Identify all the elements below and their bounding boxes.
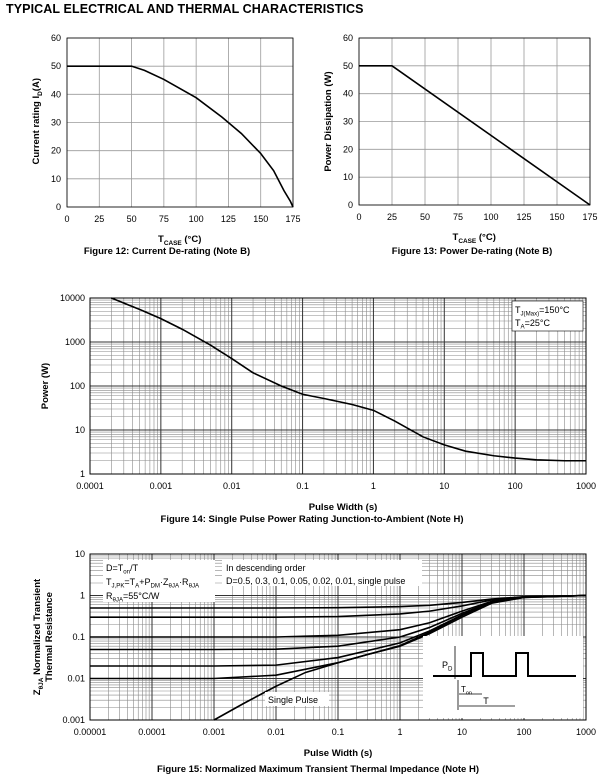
y-tick-label: 100	[70, 381, 85, 391]
y-tick-label: 40	[343, 89, 353, 99]
x-axis-label: TCASE​ (°C)	[158, 234, 201, 247]
y-tick-label: 60	[343, 33, 353, 43]
inset-ton-label: Ton​	[461, 685, 472, 696]
x-tick-label: 0.001	[150, 481, 173, 491]
x-tick-label: 175	[285, 214, 300, 224]
y-tick-label: 30	[51, 118, 61, 128]
equation-tjpk: TJ,PK​=TA​+PDM​·ZθJA​·RθJA​	[106, 577, 200, 590]
inset-pd-label: PD​	[442, 660, 453, 673]
y-axis-label: Power Dissipation (W)	[323, 71, 334, 171]
chart-power-derating: 0 25 50 75 100 125 150 175 0 10 20 30 40 50 60 TCASE​ (…	[323, 33, 598, 245]
y-axis-label: Power (W)	[40, 363, 51, 409]
series-line	[359, 65, 591, 206]
x-tick-label: 0.001	[203, 727, 226, 737]
x-tick-label: 50	[420, 212, 430, 222]
x-tick-label: 125	[221, 214, 236, 224]
figure-12-caption: Figure 12: Current De-rating (Note B)	[83, 246, 251, 257]
x-tick-label: 25	[387, 212, 397, 222]
y-tick-label: 0	[56, 202, 61, 212]
y-axis-label-line2: Thermal Resistance	[44, 592, 55, 682]
figure-14-caption: Figure 14: Single Pulse Power Rating Jun…	[160, 514, 464, 525]
y-tick-label: 0.001	[62, 715, 85, 725]
series-line	[111, 297, 586, 462]
y-axis-label-line1: ZθJA Normalized Transient	[32, 578, 45, 695]
x-tick-label: 0.01	[267, 727, 285, 737]
inset-t-label: T	[483, 696, 489, 706]
y-tick-label: 60	[51, 33, 61, 43]
x-tick-label: 0.1	[296, 481, 309, 491]
y-tick-label: 10	[51, 174, 61, 184]
equation-box	[103, 560, 215, 602]
series-line	[67, 65, 294, 208]
plot-frame	[358, 37, 591, 206]
y-tick-label: 1	[80, 591, 85, 601]
y-tick-label: 10	[75, 549, 85, 559]
x-tick-label: 125	[516, 212, 531, 222]
x-tick-label: 10	[439, 481, 449, 491]
x-tick-label: 100	[483, 212, 498, 222]
x-tick-label: 0.1	[332, 727, 345, 737]
order-text-line1: In descending order	[226, 563, 306, 573]
y-tick-label: 0.01	[67, 674, 85, 684]
y-tick-label: 20	[51, 146, 61, 156]
plot-frame	[89, 297, 587, 475]
y-tick-label: 1	[80, 469, 85, 479]
x-tick-label: 0.00001	[74, 727, 107, 737]
legend-tj: TJ(Max)​=150°C	[515, 305, 570, 318]
x-tick-label: 1000	[576, 481, 596, 491]
y-tick-label: 50	[51, 61, 61, 71]
single-pulse-label-bg	[265, 692, 329, 706]
equation-rtheta: RθJA​=55°C/W	[106, 591, 160, 604]
order-box	[222, 560, 422, 586]
x-tick-label: 100	[508, 481, 523, 491]
x-tick-label: 1000	[576, 727, 596, 737]
plot-frame	[66, 37, 294, 208]
y-tick-label: 0	[348, 200, 353, 210]
single-pulse-label: Single Pulse	[268, 695, 318, 705]
x-tick-label: 25	[94, 214, 104, 224]
x-tick-label: 175	[582, 212, 597, 222]
x-tick-label: 0.0001	[138, 727, 166, 737]
x-tick-label: 75	[159, 214, 169, 224]
pulse-waveform	[433, 652, 576, 677]
x-tick-label: 50	[127, 214, 137, 224]
y-tick-label: 20	[343, 144, 353, 154]
order-text-line2: D=0.5, 0.3, 0.1, 0.05, 0.02, 0.01, singl…	[226, 576, 405, 586]
x-tick-label: 150	[253, 214, 268, 224]
y-tick-label: 10	[343, 172, 353, 182]
x-tick-label: 0.01	[223, 481, 241, 491]
x-tick-label: 150	[549, 212, 564, 222]
series-line	[213, 594, 587, 721]
x-tick-label: 1	[371, 481, 376, 491]
figure-13-caption: Figure 13: Power De-rating (Note B)	[391, 246, 553, 257]
series-line	[90, 594, 587, 618]
figure-15-caption: Figure 15: Normalized Maximum Transient …	[156, 764, 480, 775]
y-tick-label: 50	[343, 61, 353, 71]
x-tick-label: 0	[356, 212, 361, 222]
legend-box	[511, 300, 584, 332]
x-axis-label: Pulse Width (s)	[304, 748, 373, 759]
y-tick-label: 0.1	[72, 632, 85, 642]
y-axis-label: Current rating ID​(A)	[31, 78, 44, 165]
chart-current-derating: 0 25 50 75 100 125 150 175 0 10 20 30 40 50 60 TCASE​ (…	[31, 33, 301, 247]
y-tick-label: 10000	[60, 293, 85, 303]
y-tick-label: 30	[343, 117, 353, 127]
x-axis-label: Pulse Width (s)	[309, 502, 378, 513]
x-tick-label: 75	[453, 212, 463, 222]
page-title: TYPICAL ELECTRICAL AND THERMAL CHARACTER…	[6, 2, 364, 16]
equation-duty: D=Ton​/T	[106, 563, 139, 576]
y-tick-label: 1000	[65, 337, 85, 347]
x-axis-label: TCASE​ (°C)	[453, 232, 496, 245]
x-tick-label: 0.0001	[76, 481, 104, 491]
x-tick-label: 1	[397, 727, 402, 737]
x-tick-label: 100	[516, 727, 531, 737]
legend-ta: TA​=25°C	[515, 318, 550, 331]
chart-single-pulse-power: 0.0001 0.001 0.01 0.1 1 10 100 1000 1 10 100 1000 10…	[40, 293, 596, 513]
x-tick-label: 0	[64, 214, 69, 224]
x-tick-label: 100	[189, 214, 204, 224]
y-tick-label: 40	[51, 89, 61, 99]
y-tick-label: 10	[75, 425, 85, 435]
x-tick-label: 10	[457, 727, 467, 737]
